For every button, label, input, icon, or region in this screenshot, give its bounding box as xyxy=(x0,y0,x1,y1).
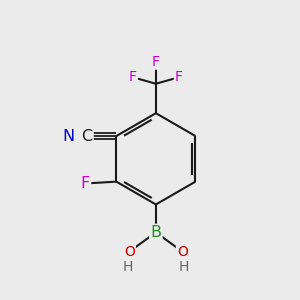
Text: F: F xyxy=(129,70,137,84)
Text: C: C xyxy=(81,128,92,143)
Text: O: O xyxy=(124,244,135,259)
Text: F: F xyxy=(175,70,183,84)
Text: H: H xyxy=(179,260,189,274)
Text: H: H xyxy=(123,260,133,274)
Text: O: O xyxy=(177,244,188,259)
Text: F: F xyxy=(152,55,160,69)
Text: F: F xyxy=(80,176,89,190)
Text: B: B xyxy=(150,225,161,240)
Text: N: N xyxy=(62,128,74,143)
